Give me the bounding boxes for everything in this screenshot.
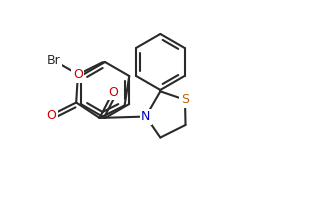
- Text: N: N: [141, 110, 151, 123]
- Text: O: O: [46, 109, 56, 121]
- Text: O: O: [108, 86, 118, 99]
- Text: S: S: [181, 93, 189, 106]
- Text: Br: Br: [47, 54, 61, 67]
- Text: O: O: [73, 68, 83, 81]
